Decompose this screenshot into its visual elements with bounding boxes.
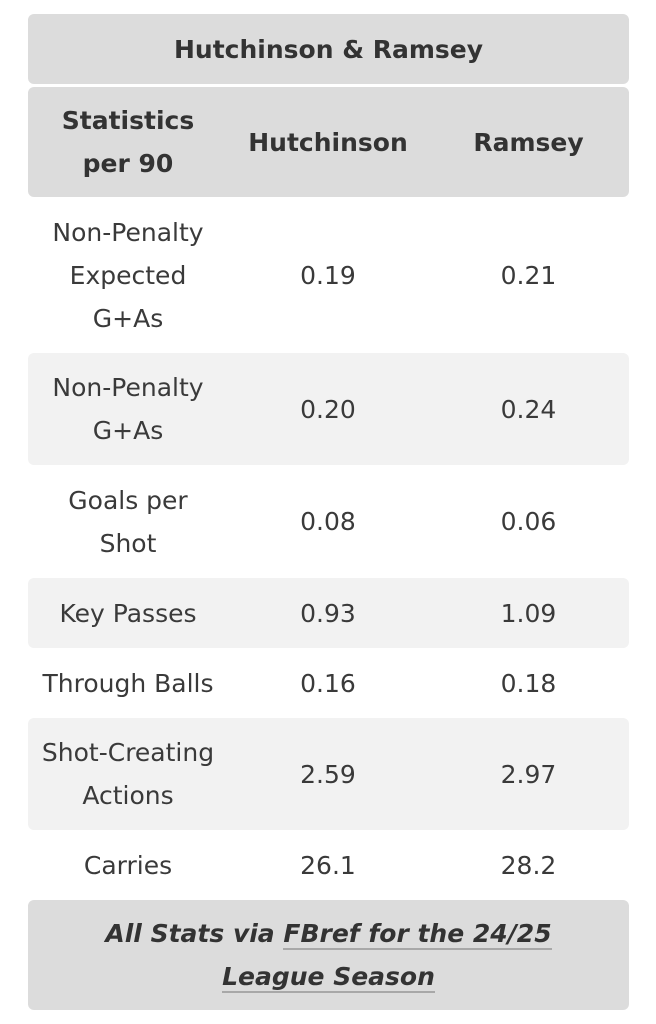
row-label: Goals per Shot	[28, 479, 228, 565]
row-value-player-1: 2.59	[300, 759, 356, 789]
row-label: Non-Penalty Expected G+As	[28, 211, 228, 340]
row-label-line: Shot	[99, 528, 157, 558]
row-label-line: Actions	[82, 781, 174, 810]
row-label-line: Carries	[83, 850, 173, 880]
row-label: Through Balls	[28, 662, 228, 705]
row-value-player-2: 2.97	[500, 759, 557, 789]
stats-table: Hutchinson & Ramsey Statistics per 90 Hu…	[28, 14, 629, 1010]
table-row: Key Passes 0.93 1.09	[28, 578, 629, 648]
table-title-text: Hutchinson & Ramsey	[173, 34, 484, 64]
footer-prefix: All Stats via	[105, 919, 284, 948]
table-row: Non-Penalty G+As 0.20 0.24	[28, 353, 629, 465]
row-value-player-1: 0.93	[300, 598, 356, 628]
row-label-line: Shot-Creating	[41, 738, 215, 767]
row-value-player-1: 0.19	[300, 260, 356, 290]
header-row: Statistics per 90 Hutchinson Ramsey	[28, 87, 629, 197]
fbref-link[interactable]: FBref for the 24/25 League Season	[222, 919, 552, 993]
row-value-player-2: 0.24	[500, 394, 557, 424]
row-label: Key Passes	[28, 592, 228, 635]
header-stat: Statistics per 90	[28, 99, 228, 185]
header-stat-line-1: Statistics	[61, 106, 195, 135]
row-label: Non-Penalty G+As	[28, 366, 228, 452]
table-row: Through Balls 0.16 0.18	[28, 648, 629, 718]
header-player-1: Hutchinson	[248, 127, 408, 157]
footer-text: All Stats via FBref for the 24/25 League…	[58, 912, 599, 998]
row-label-line: G+As	[92, 416, 164, 445]
row-label-line: Non-Penalty	[52, 373, 204, 402]
row-label-line: Expected	[69, 260, 187, 290]
header-stat-line-2: per 90	[82, 149, 174, 178]
row-value-player-1: 0.08	[300, 507, 356, 536]
row-value-player-1: 0.20	[300, 394, 356, 424]
row-label: Carries	[28, 844, 228, 887]
table-title: Hutchinson & Ramsey	[28, 14, 629, 84]
row-label-line: Non-Penalty	[52, 217, 204, 247]
row-value-player-1: 26.1	[300, 850, 356, 880]
row-value-player-1: 0.16	[300, 668, 356, 698]
row-label-line: Key Passes	[59, 598, 197, 628]
row-value-player-2: 28.2	[500, 850, 557, 880]
row-value-player-2: 0.06	[500, 507, 557, 536]
table-row: Goals per Shot 0.08 0.06	[28, 465, 629, 578]
row-label-line: Through Balls	[42, 668, 214, 698]
row-value-player-2: 0.18	[500, 668, 557, 698]
table-row: Non-Penalty Expected G+As 0.19 0.21	[28, 197, 629, 353]
row-label: Shot-Creating Actions	[28, 731, 228, 817]
table-row: Carries 26.1 28.2	[28, 830, 629, 900]
row-label-line: Goals per	[68, 485, 188, 515]
table-footer: All Stats via FBref for the 24/25 League…	[28, 900, 629, 1010]
header-player-2: Ramsey	[473, 127, 584, 157]
row-label-line: G+As	[92, 303, 164, 333]
table-row: Shot-Creating Actions 2.59 2.97	[28, 718, 629, 830]
row-value-player-2: 0.21	[500, 260, 557, 290]
row-value-player-2: 1.09	[500, 598, 557, 628]
